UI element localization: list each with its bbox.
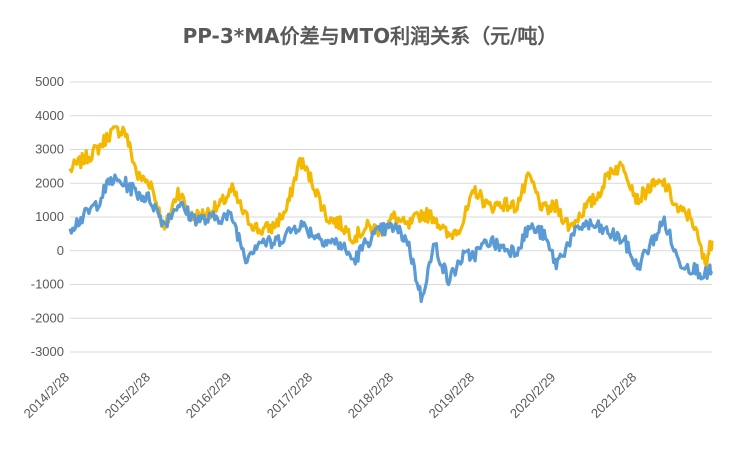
- y-tick-label: -1000: [31, 277, 64, 292]
- y-tick-label: -2000: [31, 310, 64, 325]
- x-axis-ticks: 2014/2/28 2015/2/28 2016/2/29 2017/2/28 2018…: [21, 370, 640, 422]
- x-tick-label: 2016/2/29: [183, 370, 235, 422]
- x-tick-label: 2018/2/28: [345, 370, 397, 422]
- series-line-1: [68, 124, 714, 269]
- chart-title: PP-3*MA价差与MTO利润关系（元/吨）: [183, 24, 558, 48]
- x-tick-label: 2015/2/28: [102, 370, 154, 422]
- x-tick-label: 2019/2/28: [426, 370, 478, 422]
- y-tick-label: 2000: [35, 175, 64, 190]
- x-tick-label: 2021/2/28: [588, 370, 640, 422]
- y-tick-label: 4000: [35, 108, 64, 123]
- x-tick-label: 2014/2/28: [21, 370, 73, 422]
- y-tick-label: -3000: [31, 344, 64, 359]
- y-tick-label: 3000: [35, 142, 64, 157]
- series-lines: [68, 124, 714, 304]
- x-tick-label: 2017/2/28: [264, 370, 316, 422]
- y-tick-label: 0: [57, 243, 64, 258]
- y-tick-label: 5000: [35, 74, 64, 89]
- series-line-2: [68, 173, 714, 304]
- y-axis-ticks: 5000 4000 3000 2000 1000 0 -1000 -2000 -3000: [31, 74, 64, 359]
- x-tick-label: 2020/2/29: [507, 370, 559, 422]
- y-tick-label: 1000: [35, 209, 64, 224]
